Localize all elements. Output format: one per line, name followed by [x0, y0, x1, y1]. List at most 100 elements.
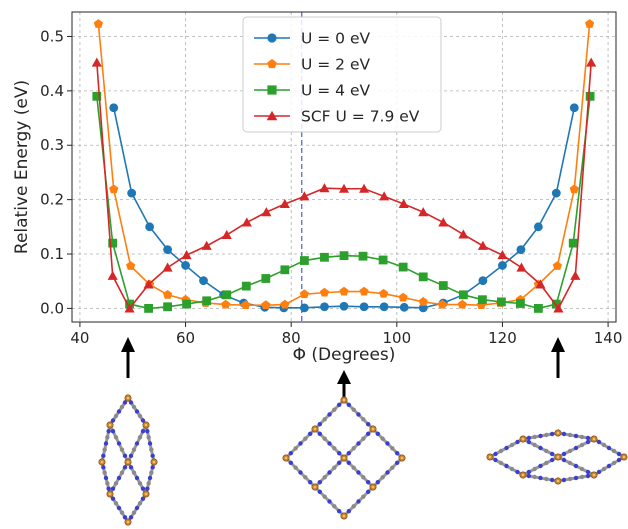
data-point — [533, 222, 543, 232]
data-point — [359, 286, 369, 296]
data-point — [299, 191, 310, 201]
data-point — [551, 188, 561, 198]
data-point — [299, 289, 309, 299]
data-point — [162, 289, 173, 299]
legend-label: U = 2 eV — [301, 56, 371, 74]
data-point — [398, 198, 409, 209]
data-point — [359, 302, 369, 312]
data-point — [241, 217, 252, 227]
data-point — [107, 270, 118, 280]
data-point — [108, 238, 118, 248]
data-point — [339, 301, 349, 311]
data-point — [418, 272, 428, 282]
data-point — [533, 304, 543, 313]
data-point — [221, 299, 231, 309]
data-point — [92, 91, 102, 101]
data-point — [320, 302, 329, 312]
series-1 — [109, 103, 579, 313]
data-point — [299, 256, 309, 265]
data-point — [143, 279, 154, 289]
y-ticks: 0.0 0.1 0.2 0.3 0.4 0.5 — [40, 27, 72, 317]
series-line — [112, 107, 576, 309]
data-point — [163, 302, 172, 312]
series-layer — [91, 19, 597, 313]
data-point — [438, 217, 449, 227]
x-ticks: 40 60 80 100 120 140 — [70, 322, 622, 347]
data-point — [261, 274, 271, 283]
data-point — [478, 276, 488, 286]
data-point — [458, 229, 469, 239]
data-point — [378, 255, 388, 265]
data-point — [241, 300, 251, 310]
data-point — [181, 261, 190, 270]
data-point — [339, 251, 349, 261]
data-point — [181, 250, 192, 260]
data-point — [398, 262, 408, 272]
data-point — [418, 207, 429, 217]
data-point — [535, 279, 546, 289]
data-point — [280, 299, 290, 309]
data-point — [145, 222, 155, 232]
x-tick-label: 140 — [594, 329, 623, 347]
data-point — [339, 286, 349, 296]
legend-marker — [267, 58, 277, 69]
legend-item: SCF U = 7.9 eV — [254, 108, 420, 126]
data-point — [477, 295, 487, 305]
x-tick-label: 80 — [282, 329, 301, 347]
data-point — [458, 290, 468, 300]
data-point — [570, 270, 581, 280]
legend-label: U = 4 eV — [301, 82, 371, 100]
x-tick-label: 40 — [70, 329, 89, 347]
data-point — [379, 191, 390, 201]
data-point — [221, 229, 232, 240]
structure-image-middle — [282, 396, 406, 520]
y-tick-label: 0.5 — [40, 27, 64, 45]
data-point — [199, 276, 208, 286]
arrow-middle — [337, 370, 351, 398]
legend-marker — [267, 33, 277, 43]
data-point — [516, 245, 526, 255]
legend-label: U = 0 eV — [301, 30, 371, 48]
data-point — [552, 261, 562, 270]
structure-image-right — [486, 429, 628, 485]
legend-item: U = 4 eV — [254, 82, 371, 100]
data-point — [553, 303, 564, 313]
data-point — [109, 103, 119, 113]
y-tick-label: 0.0 — [40, 299, 64, 317]
data-point — [93, 19, 104, 28]
legend-marker — [267, 85, 277, 95]
arrow-left — [121, 337, 135, 378]
data-point — [568, 238, 578, 248]
data-point — [496, 297, 506, 307]
data-point — [358, 251, 368, 261]
data-point — [569, 103, 579, 113]
data-point — [498, 261, 507, 270]
plot-frame — [71, 11, 617, 323]
data-point — [585, 91, 595, 101]
data-point — [144, 304, 153, 313]
data-point — [398, 292, 408, 302]
data-point — [241, 281, 251, 291]
structure-image-left — [98, 394, 158, 526]
data-point — [379, 302, 389, 312]
data-point — [279, 198, 290, 209]
y-tick-label: 0.2 — [40, 191, 64, 209]
data-point — [202, 296, 212, 306]
data-point — [201, 240, 212, 250]
legend-marker — [266, 110, 278, 121]
data-point — [261, 207, 272, 217]
data-point — [569, 184, 579, 194]
x-tick-label: 60 — [176, 329, 195, 347]
data-point — [319, 287, 330, 297]
data-point — [586, 57, 597, 67]
data-point — [91, 57, 102, 67]
data-point — [399, 302, 409, 312]
y-tick-label: 0.3 — [40, 136, 64, 154]
data-point — [584, 19, 595, 28]
data-point — [551, 299, 561, 309]
plot-area: 40 60 80 100 120 140 0.0 0.1 0.2 0.3 0.4 0.5 Φ (De… — [12, 11, 622, 365]
series-4 — [91, 57, 597, 313]
data-point — [127, 188, 137, 198]
x-tick-label: 100 — [382, 329, 411, 347]
